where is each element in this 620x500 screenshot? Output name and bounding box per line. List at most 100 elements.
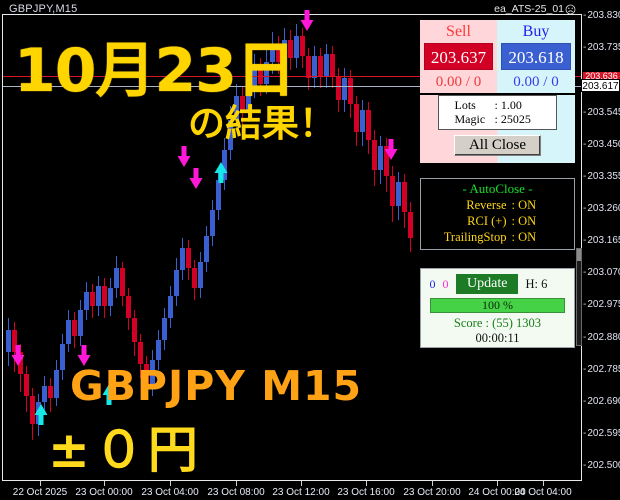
count-blue: 0: [429, 276, 436, 291]
price-tick-label: -202.690: [583, 396, 620, 407]
candle-body: [48, 386, 53, 398]
progress-bar: 100 %: [430, 298, 565, 313]
candle-body: [150, 360, 155, 386]
autoclose-rows: Reverse: ON RCI (+): ON TrailingStop: ON: [421, 197, 574, 245]
buy-signal-arrow-icon: [34, 404, 48, 425]
candle-body: [408, 212, 413, 238]
price-tick-label: -203.165: [583, 235, 620, 246]
symbol-label: GBPJPY,M15: [9, 3, 78, 15]
price-tick-label: -203.450: [583, 139, 620, 150]
candle-body: [282, 40, 287, 62]
magic-key: Magic: [454, 112, 486, 126]
candle-body: [168, 296, 173, 318]
update-top-row: 0 0 Update H: 6: [421, 269, 574, 295]
price-tick-label: -202.595: [583, 428, 620, 439]
candle-body: [132, 318, 137, 342]
candle-body: [54, 370, 59, 398]
candle-body: [12, 330, 17, 352]
time-tick-label: 23 Oct 20:00: [403, 487, 461, 498]
autoclose-value: : ON: [511, 198, 537, 212]
candle-body: [120, 268, 125, 296]
lots-value: : 1.00: [494, 98, 522, 112]
autoclose-value: : ON: [511, 230, 537, 244]
chart-scrollbar[interactable]: [576, 248, 582, 346]
time-gridmark: [236, 481, 237, 486]
overlay-date-text: 10月23日: [14, 36, 296, 106]
time-gridmark: [40, 481, 41, 486]
candle-body: [324, 54, 329, 76]
sell-pl-value: 0.00 / 0: [435, 74, 482, 90]
candle-body: [180, 248, 185, 270]
all-close-button[interactable]: All Close: [453, 135, 542, 156]
candle-body: [306, 56, 311, 78]
sell-signal-arrow-icon: [189, 168, 203, 189]
time-gridmark: [497, 481, 498, 486]
ask-price-label: 203.636: [583, 72, 620, 81]
candle-body: [42, 386, 47, 402]
autoclose-panel: - AutoClose - Reverse: ON RCI (+): ON Trai…: [420, 178, 575, 250]
candle-body: [252, 66, 257, 88]
candle-body: [318, 56, 323, 76]
sell-price-button[interactable]: 203.637: [424, 43, 493, 70]
time-gridmark: [170, 481, 171, 486]
candle-body: [84, 292, 89, 310]
autoclose-row: Reverse : ON: [421, 197, 574, 213]
overlay-result-text: の結果！: [188, 102, 336, 145]
time-tick-label: 23 Oct 04:00: [141, 487, 199, 498]
candle-body: [102, 286, 107, 306]
hour-label: H: 6: [525, 276, 548, 291]
candle-body: [378, 146, 383, 170]
buy-signal-arrow-icon: [102, 384, 116, 405]
candle-body: [330, 54, 335, 76]
buy-price-button[interactable]: 203.618: [501, 43, 571, 70]
autoclose-key: Reverse: [466, 198, 507, 212]
candle-body: [246, 88, 251, 112]
candle-body: [18, 352, 23, 374]
sell-signal-arrow-icon: [11, 345, 25, 366]
candle-body: [270, 44, 275, 62]
sell-column: Sell 203.637 0.00 / 0: [420, 20, 497, 93]
chart-frame-bottom: [2, 480, 582, 481]
candle-body: [90, 292, 95, 306]
score-text: Score : (55) 1303: [453, 316, 542, 330]
lots-magic-box: Lots : 1.00 Magic : 25025: [438, 95, 557, 130]
buy-column: Buy 203.618 0.00 / 0: [497, 20, 575, 93]
buy-title: Buy: [522, 23, 550, 40]
candle-body: [162, 318, 167, 340]
time-gridmark: [301, 481, 302, 486]
candle-body: [360, 110, 365, 132]
candle-body: [138, 342, 143, 364]
update-button[interactable]: Update: [456, 274, 519, 294]
candle-body: [186, 248, 191, 268]
candle-body: [126, 296, 131, 318]
candle-body: [30, 396, 35, 424]
time-tick-label: 23 Oct 08:00: [207, 487, 265, 498]
candle-body: [216, 180, 221, 210]
candle-body: [228, 120, 233, 150]
trade-panel: Sell 203.637 0.00 / 0 Buy 203.618 0.00 /…: [420, 20, 575, 163]
chart-scrollbar-thumb[interactable]: [577, 249, 581, 261]
candle-body: [6, 330, 11, 352]
sad-face-icon[interactable]: [565, 4, 576, 15]
overlay-profit-text: ±０円: [48, 421, 202, 479]
candle-body: [396, 182, 401, 206]
candle-body: [66, 320, 71, 344]
progress-bar-fill: [431, 299, 564, 312]
panel-lower: Lots : 1.00 Magic : 25025 All Close: [420, 95, 575, 163]
price-tick-label: -203.735: [583, 42, 620, 53]
candle-body: [312, 56, 317, 78]
price-scale[interactable]: -203.830 -203.735 -203.545 -203.450 -203.355…: [583, 0, 620, 500]
sell-signal-arrow-icon: [177, 146, 191, 167]
candle-body: [192, 268, 197, 288]
price-tick-label: -203.070: [583, 267, 620, 278]
time-tick-label: 23 Oct 00:00: [75, 487, 133, 498]
candle-body: [384, 146, 389, 176]
time-scale[interactable]: 22 Oct 2025 23 Oct 00:00 23 Oct 04:00 23 Oc…: [0, 481, 582, 500]
candle-body: [78, 310, 83, 336]
time-tick-label: 23 Oct 12:00: [272, 487, 330, 498]
ask-level-line: [3, 76, 581, 77]
price-tick-label: -202.785: [583, 364, 620, 375]
current-price-label: 203.617: [581, 79, 620, 92]
bid-level-line: [3, 86, 581, 87]
